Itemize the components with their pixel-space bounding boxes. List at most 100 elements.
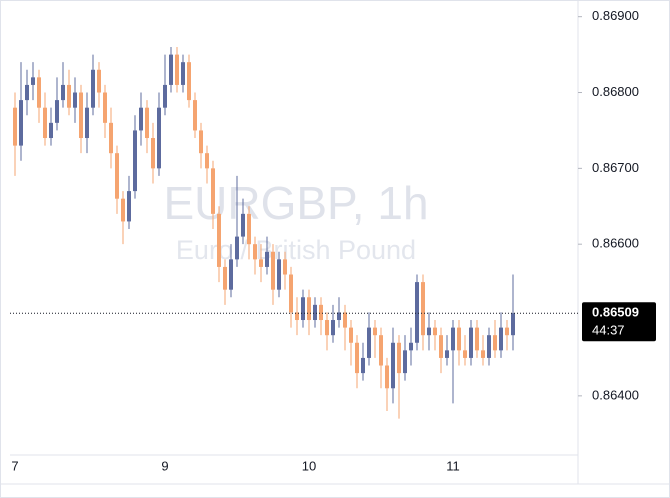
candle-body (259, 259, 263, 267)
candle-body (469, 327, 473, 358)
countdown-label: 44:37 (592, 323, 625, 338)
candle-body (67, 84, 71, 108)
candle-body (415, 282, 419, 343)
candle-body (199, 130, 203, 154)
candle-body (511, 313, 515, 336)
candle-body (205, 153, 209, 169)
candle-body (301, 297, 305, 321)
candle-body (289, 274, 293, 313)
candle-body (505, 327, 509, 336)
candle-body (241, 213, 245, 237)
candle-body (79, 92, 83, 139)
candle-body (19, 100, 23, 146)
candle-body (145, 107, 149, 139)
x-tick-label: 11 (446, 458, 460, 473)
candle-body (247, 213, 251, 245)
candle-body (175, 54, 179, 85)
candle-body (403, 350, 407, 374)
candle-body (139, 107, 143, 131)
candle-body (109, 122, 113, 154)
watermark-title: EURGBP, 1h (163, 177, 428, 229)
candle-body (367, 327, 371, 358)
candle-body (217, 213, 221, 267)
candle-body (343, 312, 347, 328)
candle-body (355, 342, 359, 374)
candle-body (283, 259, 287, 275)
candle-body (157, 107, 161, 169)
x-tick-label: 10 (302, 458, 316, 473)
candle-body (325, 320, 329, 336)
candle-body (49, 122, 53, 139)
candle-body (25, 84, 29, 101)
candle-body (271, 251, 275, 290)
candle-body (313, 304, 317, 321)
y-tick-label: 0.86800 (592, 84, 639, 99)
candle-body (433, 327, 437, 336)
candle-body (85, 107, 89, 139)
candle-body (391, 342, 395, 389)
candle-body (457, 327, 461, 351)
y-tick-label: 0.86400 (592, 387, 639, 402)
candle-body (127, 191, 131, 222)
candle-body (397, 342, 401, 374)
candle-body (307, 297, 311, 321)
candle-body (91, 69, 95, 108)
candle-body (73, 92, 77, 108)
candle-body (421, 282, 425, 336)
candle-body (13, 107, 17, 146)
candle-body (493, 335, 497, 351)
x-tick-label: 7 (11, 458, 18, 473)
candle-body (169, 54, 173, 85)
candle-body (235, 236, 239, 260)
x-tick-label: 9 (161, 458, 168, 473)
candle-body (295, 312, 299, 321)
candle-body (385, 365, 389, 389)
candle-body (115, 153, 119, 199)
candle-body (193, 100, 197, 131)
y-tick-label: 0.86700 (592, 160, 639, 175)
candle-body (151, 138, 155, 169)
candle-body (133, 130, 137, 192)
candle-body (487, 335, 491, 358)
candle-body (61, 84, 65, 101)
candle-body (349, 327, 353, 343)
candle-body (121, 198, 125, 222)
candle-body (223, 266, 227, 290)
candle-body (427, 327, 431, 336)
candle-body (31, 77, 35, 85)
candle-body (475, 327, 479, 351)
candle-body (103, 92, 107, 123)
candle-body (211, 168, 215, 214)
candle-body (97, 69, 101, 93)
candle-body (337, 312, 341, 321)
candle-body (253, 244, 257, 260)
candle-body (277, 259, 281, 290)
candle-body (163, 84, 167, 108)
candle-body (463, 350, 467, 358)
candle-body (319, 304, 323, 321)
candle-body (331, 320, 335, 336)
candle-body (445, 350, 449, 358)
watermark-subtitle: Euro / British Pound (176, 235, 416, 265)
candle-body (451, 327, 455, 351)
candle-body (265, 251, 269, 267)
candle-body (373, 327, 377, 336)
candle-body (37, 77, 41, 108)
candle-body (361, 357, 365, 374)
candle-body (181, 62, 185, 85)
candle-body (409, 342, 413, 351)
candle-body (379, 335, 383, 366)
candle-body (43, 107, 47, 139)
candle-body (481, 350, 485, 358)
last-price-label: 0.86509 (592, 305, 639, 320)
y-tick-label: 0.86900 (592, 8, 639, 23)
candle-body (499, 327, 503, 351)
last-price-box (582, 302, 656, 342)
candle-body (439, 335, 443, 358)
candle-body (55, 100, 59, 123)
y-tick-label: 0.86600 (592, 236, 639, 251)
candle-body (187, 62, 191, 101)
candle-body (229, 259, 233, 290)
